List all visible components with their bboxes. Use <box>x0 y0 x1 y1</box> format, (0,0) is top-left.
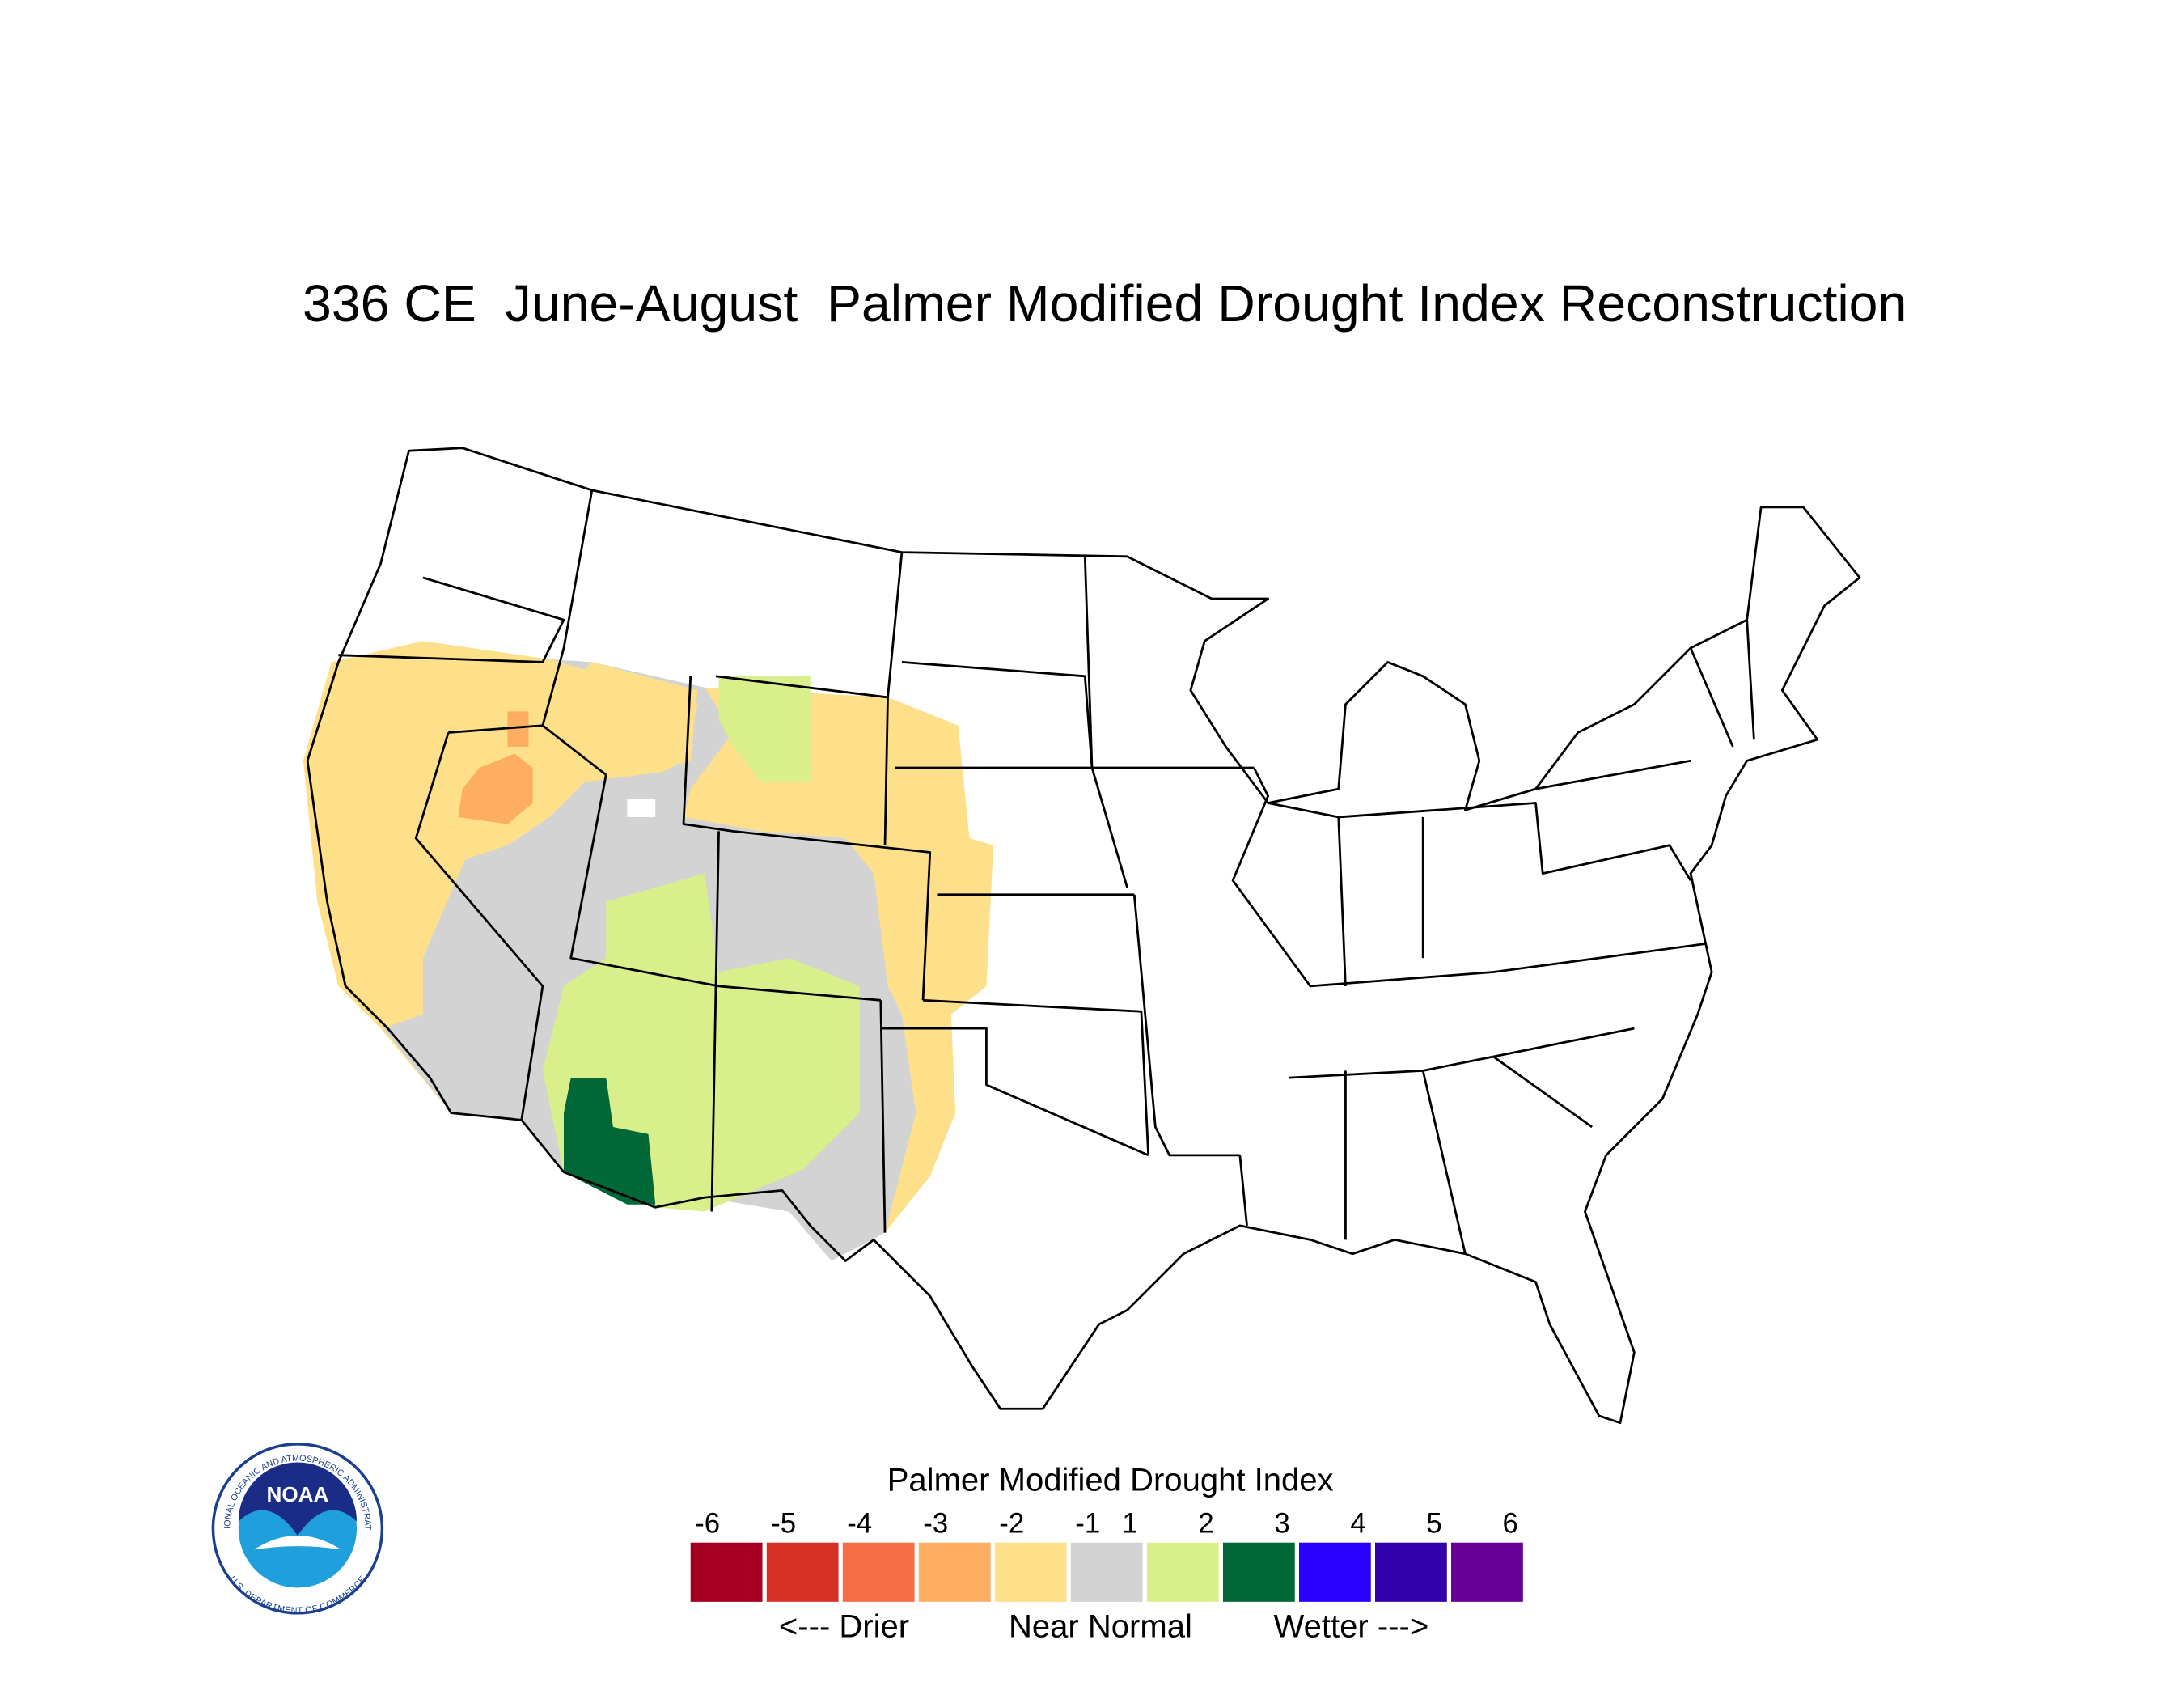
state-borders <box>306 447 1861 1425</box>
legend-annotation: Wetter ---> <box>1274 1608 1429 1644</box>
legend-tick-label: 3 <box>1274 1508 1289 1540</box>
legend-title: Palmer Modified Drought Index <box>887 1462 1334 1498</box>
legend-swatch <box>1070 1542 1143 1602</box>
drought-region <box>542 873 860 1212</box>
legend-tick-label: -3 <box>923 1508 948 1540</box>
legend-swatch <box>842 1542 915 1602</box>
drought-region <box>458 753 533 824</box>
legend-swatch <box>690 1542 763 1602</box>
legend-swatch <box>1298 1542 1371 1602</box>
logo-gull <box>253 1536 341 1550</box>
legend-swatch <box>1146 1542 1219 1602</box>
logo-text: NOAA <box>266 1482 328 1506</box>
legend-tick-label: -5 <box>771 1508 796 1540</box>
legend-tick-label: 5 <box>1426 1508 1441 1540</box>
legend-swatch <box>918 1542 991 1602</box>
legend-annotation: Near Normal <box>1009 1608 1192 1644</box>
drought-region <box>549 662 698 775</box>
us-outline <box>306 447 1861 1425</box>
drought-regions <box>303 641 994 1261</box>
legend-annotation: <--- Drier <box>779 1608 909 1644</box>
legend-tick-label: -1 <box>1075 1508 1100 1540</box>
legend-tick-label: -6 <box>695 1508 720 1540</box>
legend-tick-label: -4 <box>847 1508 872 1540</box>
no-data-cell <box>627 799 656 817</box>
state-lines <box>338 489 1755 1255</box>
legend-swatch <box>1375 1542 1447 1602</box>
legend-tick-label: 4 <box>1350 1508 1365 1540</box>
logo-top <box>238 1462 358 1536</box>
legend-tick-label: 2 <box>1198 1508 1213 1540</box>
legend-swatch <box>1451 1542 1523 1602</box>
legend-swatch <box>1222 1542 1295 1602</box>
drought-region <box>507 711 529 747</box>
drought-region <box>718 676 811 782</box>
legend-tick-label: 1 <box>1122 1508 1137 1540</box>
legend-swatch <box>766 1542 839 1602</box>
drought-region <box>564 1078 656 1205</box>
map-title: 336 CE June-August Palmer Modified Droug… <box>303 274 1907 333</box>
legend: -6 -5 -4 -3 -2 -1 1 2 3 4 5 6 <--- Drier Near Normal W… <box>690 1508 1523 1644</box>
legend-swatch <box>994 1542 1067 1602</box>
legend-tick-label: 6 <box>1502 1508 1517 1540</box>
legend-tick-label: -2 <box>999 1508 1024 1540</box>
